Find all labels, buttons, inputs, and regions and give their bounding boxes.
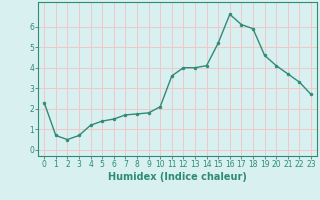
X-axis label: Humidex (Indice chaleur): Humidex (Indice chaleur)	[108, 172, 247, 182]
